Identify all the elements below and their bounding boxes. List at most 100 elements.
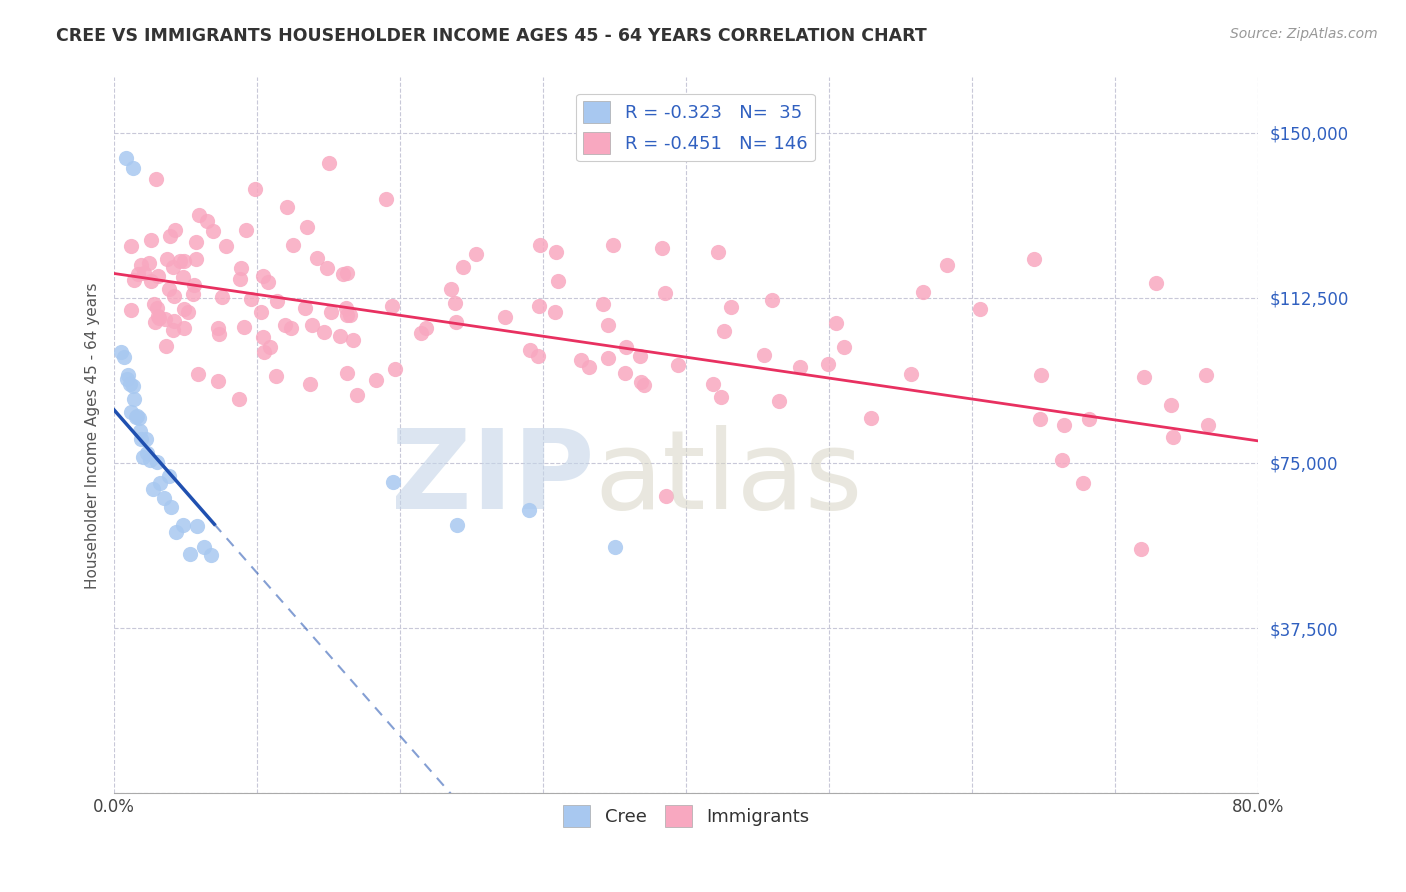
- Point: [183, 278, 205, 293]
- Point: [578, 360, 600, 375]
- Point: [187, 368, 209, 382]
- Point: [411, 326, 433, 340]
- Point: [544, 244, 567, 259]
- Point: [1078, 412, 1101, 426]
- Point: [273, 318, 295, 333]
- Point: [207, 321, 229, 335]
- Point: [335, 301, 357, 316]
- Point: [228, 392, 250, 406]
- Point: [136, 446, 159, 460]
- Point: [702, 377, 724, 392]
- Point: [157, 468, 180, 483]
- Point: [651, 241, 673, 255]
- Point: [252, 329, 274, 343]
- Point: [162, 323, 184, 337]
- Point: [1024, 252, 1046, 267]
- Point: [125, 409, 148, 424]
- Point: [519, 343, 541, 357]
- Point: [280, 321, 302, 335]
- Point: [120, 405, 142, 419]
- Point: [145, 315, 167, 329]
- Point: [440, 282, 463, 296]
- Point: [1132, 370, 1154, 384]
- Point: [186, 235, 208, 250]
- Point: [336, 366, 359, 380]
- Text: atlas: atlas: [595, 425, 863, 532]
- Point: [1029, 368, 1052, 383]
- Point: [169, 253, 191, 268]
- Point: [713, 325, 735, 339]
- Point: [592, 297, 614, 311]
- Point: [900, 368, 922, 382]
- Point: [789, 359, 811, 374]
- Point: [122, 273, 145, 287]
- Point: [250, 305, 273, 319]
- Point: [134, 266, 156, 280]
- Point: [165, 524, 187, 539]
- Point: [720, 300, 742, 314]
- Point: [156, 252, 179, 266]
- Point: [415, 321, 437, 335]
- Point: [329, 329, 352, 343]
- Point: [139, 274, 162, 288]
- Point: [153, 491, 176, 505]
- Point: [614, 340, 637, 354]
- Point: [120, 239, 142, 253]
- Point: [346, 388, 368, 402]
- Point: [969, 302, 991, 317]
- Point: [149, 476, 172, 491]
- Point: [1052, 453, 1074, 467]
- Point: [160, 500, 183, 515]
- Point: [384, 361, 406, 376]
- Point: [752, 348, 775, 362]
- Point: [146, 309, 169, 323]
- Point: [153, 312, 176, 326]
- Point: [301, 318, 323, 333]
- Point: [129, 259, 152, 273]
- Point: [666, 358, 689, 372]
- Point: [342, 333, 364, 347]
- Point: [446, 315, 468, 329]
- Point: [1197, 417, 1219, 432]
- Point: [571, 353, 593, 368]
- Point: [215, 238, 238, 252]
- Point: [710, 390, 733, 404]
- Text: Source: ZipAtlas.com: Source: ZipAtlas.com: [1230, 27, 1378, 41]
- Point: [128, 410, 150, 425]
- Point: [336, 308, 359, 322]
- Point: [193, 540, 215, 554]
- Point: [603, 541, 626, 555]
- Point: [183, 287, 205, 301]
- Point: [1160, 398, 1182, 412]
- Point: [494, 310, 516, 325]
- Point: [121, 161, 143, 176]
- Point: [207, 374, 229, 388]
- Point: [122, 392, 145, 406]
- Point: [860, 411, 883, 425]
- Point: [295, 220, 318, 235]
- Point: [121, 303, 143, 318]
- Point: [112, 350, 135, 364]
- Point: [232, 319, 254, 334]
- Point: [235, 222, 257, 236]
- Point: [139, 233, 162, 247]
- Point: [547, 274, 569, 288]
- Point: [834, 340, 856, 354]
- Point: [155, 339, 177, 353]
- Point: [252, 268, 274, 283]
- Point: [824, 316, 846, 330]
- Point: [1195, 368, 1218, 382]
- Point: [911, 285, 934, 300]
- Point: [444, 295, 467, 310]
- Point: [529, 237, 551, 252]
- Point: [173, 320, 195, 334]
- Point: [188, 208, 211, 222]
- Point: [172, 517, 194, 532]
- Point: [176, 304, 198, 318]
- Point: [527, 299, 550, 313]
- Point: [146, 268, 169, 283]
- Point: [305, 251, 328, 265]
- Point: [628, 349, 651, 363]
- Point: [339, 308, 361, 322]
- Point: [135, 432, 157, 446]
